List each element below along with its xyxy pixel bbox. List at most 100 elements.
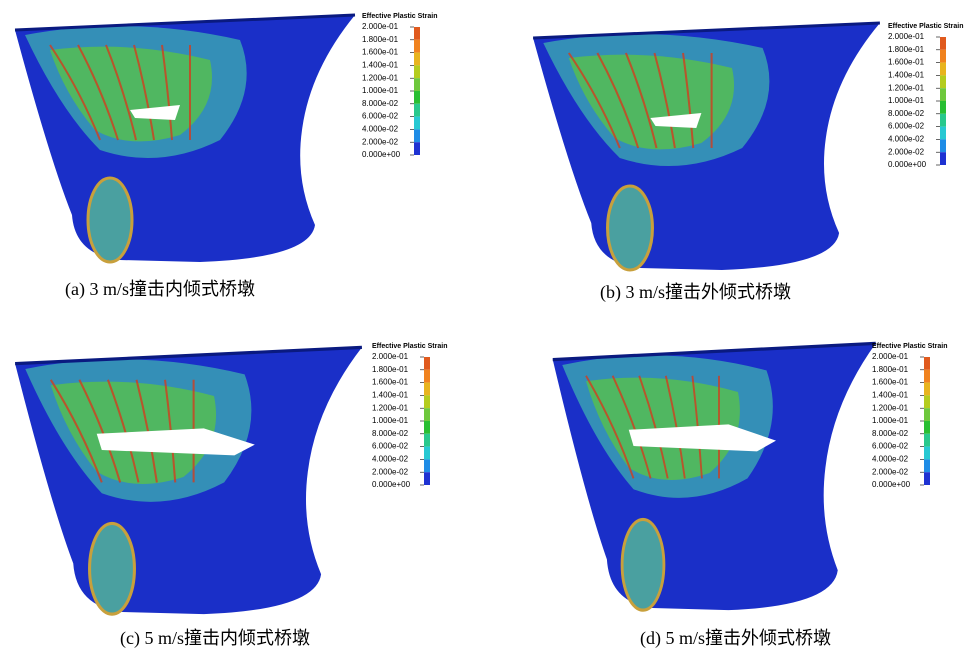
colorbar-segment	[940, 50, 946, 63]
colorbar-segment	[424, 447, 430, 460]
simulation-image	[553, 343, 876, 610]
colorbar-segment	[414, 27, 420, 40]
colorbar-segment	[924, 434, 930, 447]
crushed-bow	[88, 178, 132, 262]
legend-label: 1.600e-01	[372, 378, 409, 387]
colorbar-segment	[414, 53, 420, 66]
colorbar-segment	[424, 395, 430, 408]
legend-title: Effective Plastic Strain	[362, 13, 437, 20]
legend-label: 2.000e-01	[872, 352, 909, 361]
legend-label: 0.000e+00	[372, 480, 411, 489]
colorbar-segment	[940, 101, 946, 114]
legend-label: 4.000e-02	[888, 135, 925, 144]
colorbar-segment	[424, 408, 430, 421]
colorbar-segment	[414, 91, 420, 104]
colorbar-segment	[424, 459, 430, 472]
legend-label: 6.000e-02	[872, 442, 909, 451]
colorbar-segment	[924, 408, 930, 421]
legend-label: 1.800e-01	[872, 365, 909, 374]
simulation-image	[15, 347, 362, 614]
crushed-bow	[608, 186, 653, 270]
legend-label: 8.000e-02	[872, 429, 909, 438]
caption: (b) 3 m/s撞击外倾式桥墩	[600, 282, 791, 303]
legend-label: 1.000e-01	[872, 416, 909, 425]
colorbar-segment	[940, 88, 946, 101]
colorbar-segment	[424, 472, 430, 485]
legend: Effective Plastic Strain 2.000e-01 1.800e-…	[888, 23, 963, 169]
figure: Effective Plastic Strain 2.000e-01 1.800e-…	[0, 0, 971, 649]
legend-title: Effective Plastic Strain	[372, 343, 447, 350]
legend-label: 2.000e-01	[888, 32, 925, 41]
legend: Effective Plastic Strain 2.000e-01 1.800e-…	[372, 343, 447, 489]
legend-label: 6.000e-02	[362, 112, 399, 121]
legend-label: 6.000e-02	[888, 122, 925, 131]
colorbar-segment	[924, 370, 930, 383]
colorbar-segment	[414, 142, 420, 155]
colorbar-segment	[424, 357, 430, 370]
legend-label: 1.200e-01	[372, 403, 409, 412]
legend-label: 4.000e-02	[362, 125, 399, 134]
colorbar-segment	[924, 472, 930, 485]
legend-label: 8.000e-02	[372, 429, 409, 438]
colorbar-segment	[940, 63, 946, 76]
legend-label: 6.000e-02	[372, 442, 409, 451]
legend-label: 2.000e-01	[372, 352, 409, 361]
simulation-image	[15, 15, 355, 262]
legend: Effective Plastic Strain 2.000e-01 1.800e-…	[362, 13, 437, 159]
crushed-bow	[90, 523, 135, 614]
colorbar-segment	[924, 421, 930, 434]
colorbar-segment	[924, 383, 930, 396]
legend-label: 1.600e-01	[872, 378, 909, 387]
colorbar-segment	[940, 114, 946, 127]
legend-label: 1.200e-01	[362, 73, 399, 82]
legend-title: Effective Plastic Strain	[888, 23, 963, 30]
legend-label: 4.000e-02	[872, 455, 909, 464]
legend-label: 0.000e+00	[362, 150, 401, 159]
legend-label: 1.600e-01	[888, 58, 925, 67]
legend: Effective Plastic Strain 2.000e-01 1.800e-…	[872, 343, 947, 489]
legend-label: 2.000e-02	[362, 137, 399, 146]
colorbar-segment	[924, 447, 930, 460]
legend-label: 1.400e-01	[872, 391, 909, 400]
legend-label: 8.000e-02	[888, 109, 925, 118]
colorbar-segment	[924, 395, 930, 408]
legend-label: 2.000e-02	[888, 147, 925, 156]
simulation-image	[533, 23, 880, 270]
colorbar-segment	[424, 383, 430, 396]
legend-label: 1.200e-01	[888, 83, 925, 92]
colorbar-segment	[414, 78, 420, 91]
caption: (c) 5 m/s撞击内倾式桥墩	[120, 628, 310, 649]
colorbar-segment	[414, 104, 420, 117]
legend-label: 1.600e-01	[362, 48, 399, 57]
colorbar-segment	[940, 139, 946, 152]
legend-title: Effective Plastic Strain	[872, 343, 947, 350]
legend-label: 0.000e+00	[888, 160, 927, 169]
legend-label: 2.000e-02	[872, 467, 909, 476]
legend-label: 0.000e+00	[872, 480, 911, 489]
caption: (a) 3 m/s撞击内倾式桥墩	[65, 279, 255, 300]
legend-label: 1.800e-01	[888, 45, 925, 54]
legend-label: 1.800e-01	[372, 365, 409, 374]
legend-label: 2.000e-01	[362, 22, 399, 31]
colorbar-segment	[424, 434, 430, 447]
legend-label: 2.000e-02	[372, 467, 409, 476]
legend-label: 1.200e-01	[872, 403, 909, 412]
legend-label: 1.000e-01	[362, 86, 399, 95]
colorbar-segment	[424, 370, 430, 383]
caption: (d) 5 m/s撞击外倾式桥墩	[640, 628, 831, 649]
legend-label: 1.400e-01	[362, 61, 399, 70]
legend-label: 1.800e-01	[362, 35, 399, 44]
colorbar-segment	[940, 75, 946, 88]
colorbar-segment	[424, 421, 430, 434]
colorbar-segment	[414, 117, 420, 130]
legend-label: 1.000e-01	[372, 416, 409, 425]
colorbar-segment	[414, 129, 420, 142]
colorbar-segment	[924, 459, 930, 472]
legend-label: 1.000e-01	[888, 96, 925, 105]
crushed-bow	[622, 519, 664, 610]
colorbar-segment	[414, 40, 420, 53]
legend-label: 1.400e-01	[888, 71, 925, 80]
colorbar-segment	[940, 37, 946, 50]
colorbar-segment	[940, 152, 946, 165]
colorbar-segment	[924, 357, 930, 370]
